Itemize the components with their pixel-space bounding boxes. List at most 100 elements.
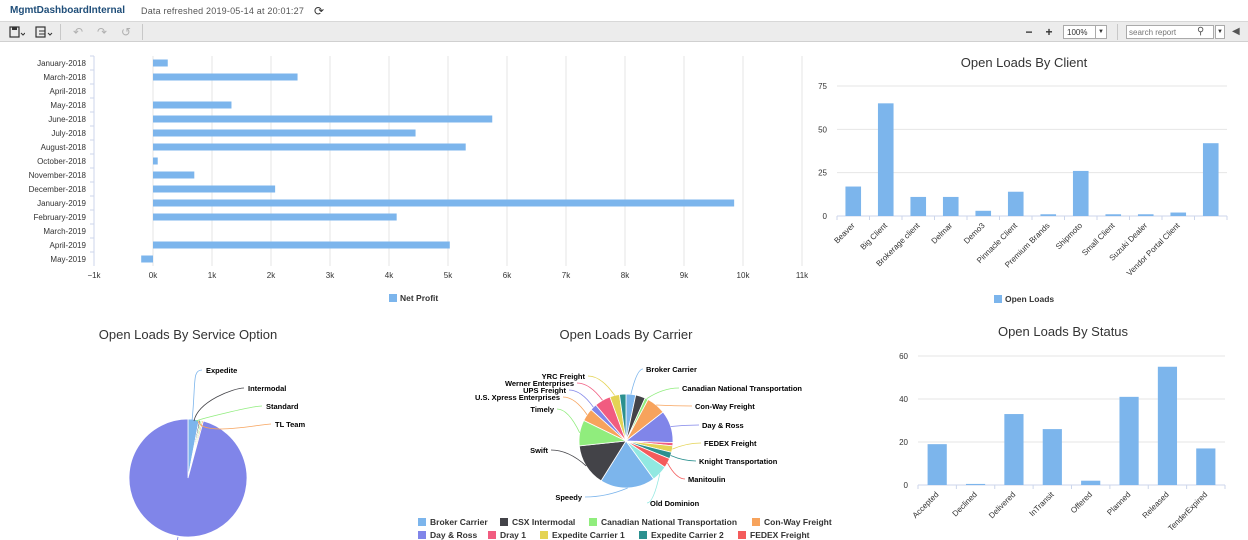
- x-tick-label: −1k: [87, 271, 101, 280]
- pie-connector: [193, 387, 245, 422]
- legend-swatch: [752, 518, 760, 526]
- search-box[interactable]: ⚲: [1126, 25, 1214, 39]
- y-category-label: January-2019: [37, 199, 86, 208]
- chart-title: Open Loads By Status: [998, 324, 1129, 339]
- export-icon[interactable]: [34, 24, 54, 40]
- legend-label: Canadian National Transportation: [601, 517, 737, 527]
- legend-swatch: [389, 294, 397, 302]
- legend-swatch: [500, 518, 508, 526]
- pie-connector: [587, 375, 615, 396]
- bar: [153, 101, 232, 109]
- x-tick-label: 2k: [267, 271, 276, 280]
- y-category-label: May-2018: [50, 101, 86, 110]
- bar: [1081, 480, 1101, 485]
- search-input[interactable]: [1129, 27, 1195, 38]
- y-category-label: April-2018: [50, 87, 87, 96]
- x-tick-label: 8k: [621, 271, 630, 280]
- toolbar: ↶ ↷ ↺ − + 100% ▼ ⚲ ▼ ◀: [0, 22, 1248, 42]
- pie-connector: [176, 536, 179, 540]
- search-options-chevron-icon[interactable]: ▼: [1215, 25, 1225, 39]
- chart-title: Open Loads By Client: [961, 55, 1088, 70]
- legend-label: Open Loads: [1005, 294, 1054, 304]
- x-category-label: Released: [1141, 490, 1171, 520]
- y-category-label: March-2019: [43, 227, 86, 236]
- pie-connector: [550, 449, 587, 467]
- undo-icon[interactable]: ↶: [72, 25, 84, 39]
- bar: [1007, 191, 1024, 216]
- y-category-label: July-2018: [51, 129, 86, 138]
- collapse-icon[interactable]: ◀: [1232, 26, 1240, 37]
- pie-connector: [670, 455, 697, 462]
- pie-connector: [568, 389, 594, 408]
- bar: [153, 129, 416, 137]
- pie-connector: [672, 442, 702, 450]
- pie-connector: [576, 382, 603, 401]
- bar: [910, 196, 927, 216]
- redo-icon[interactable]: ↷: [96, 25, 108, 39]
- pie-connector: [656, 404, 693, 407]
- legend-swatch: [639, 531, 647, 539]
- search-icon[interactable]: ⚲: [1197, 26, 1205, 37]
- bar: [153, 73, 298, 81]
- bar: [153, 59, 168, 67]
- pie-connector: [670, 424, 700, 427]
- x-category-label: InTransit: [1028, 490, 1057, 519]
- y-tick-label: 50: [818, 125, 827, 134]
- x-tick-label: 5k: [444, 271, 453, 280]
- x-category-label: Declined: [951, 490, 979, 518]
- legend-label: Day & Ross: [430, 530, 478, 540]
- bar: [153, 171, 195, 179]
- y-category-label: February-2019: [34, 213, 87, 222]
- bar: [153, 199, 735, 207]
- open-loads-by-status-chart: Open Loads By Status 0 20 40 60 Accepted Decl…: [899, 324, 1226, 533]
- pie-label: Werner Enterprises: [505, 379, 574, 388]
- x-category-label: Delmar: [930, 221, 955, 246]
- bar: [153, 213, 397, 221]
- legend-label: Expedite Carrier 2: [651, 530, 724, 540]
- bar: [927, 444, 947, 485]
- pie-label: Swift: [530, 446, 548, 455]
- pie-connector: [646, 387, 680, 400]
- open-loads-by-service-chart: Open Loads By Service Option Expedite Int…: [99, 327, 305, 540]
- pie-connector: [630, 368, 644, 395]
- net-profit-chart: −1k 0k 1k 2k 3k 4k 5k 6k 7k 8k 9k 10k 11k January-201…: [29, 55, 809, 303]
- pie-label: Old Dominion: [650, 499, 700, 508]
- legend-swatch: [738, 531, 746, 539]
- x-category-label: Beaver: [832, 221, 857, 246]
- pie-label: Knight Transportation: [699, 457, 778, 466]
- pie-label: Day & Ross: [702, 421, 744, 430]
- x-category-label: Accepted: [911, 490, 941, 520]
- zoom-out-icon[interactable]: −: [1025, 25, 1033, 39]
- y-category-label: April-2019: [50, 241, 87, 250]
- legend-swatch: [540, 531, 548, 539]
- reset-icon[interactable]: ↺: [120, 25, 132, 39]
- zoom-in-icon[interactable]: +: [1045, 25, 1053, 39]
- x-category-label: Offered: [1069, 490, 1094, 515]
- y-category-label: March-2018: [43, 73, 86, 82]
- y-tick-label: 0: [904, 481, 909, 490]
- pie-connector: [584, 487, 628, 498]
- y-tick-label: 25: [818, 169, 827, 178]
- zoom-select[interactable]: 100% ▼: [1063, 25, 1107, 39]
- chevron-down-icon[interactable]: ▼: [1095, 26, 1106, 38]
- bar: [965, 483, 986, 485]
- pie-connector: [562, 396, 588, 415]
- app-title: MgmtDashboardInternal: [10, 5, 126, 16]
- bar: [1040, 214, 1057, 216]
- pie-label: TL Team: [275, 420, 305, 429]
- refresh-icon[interactable]: ⟳: [314, 3, 325, 18]
- save-icon[interactable]: [8, 24, 26, 40]
- bar: [153, 143, 466, 151]
- y-category-label: August-2018: [41, 143, 87, 152]
- legend-label: Con-Way Freight: [764, 517, 832, 527]
- legend-label: Broker Carrier: [430, 517, 488, 527]
- y-tick-label: 20: [899, 438, 908, 447]
- zoom-value: 100%: [1067, 27, 1088, 37]
- pie-connector: [556, 408, 581, 434]
- y-category-label: January-2018: [37, 59, 86, 68]
- chart-title: Open Loads By Service Option: [99, 327, 278, 342]
- dashboard-charts: −1k 0k 1k 2k 3k 4k 5k 6k 7k 8k 9k 10k 11k January-201…: [29, 55, 1228, 540]
- bar: [1137, 214, 1154, 216]
- bar: [1202, 143, 1219, 216]
- bar: [1157, 366, 1178, 485]
